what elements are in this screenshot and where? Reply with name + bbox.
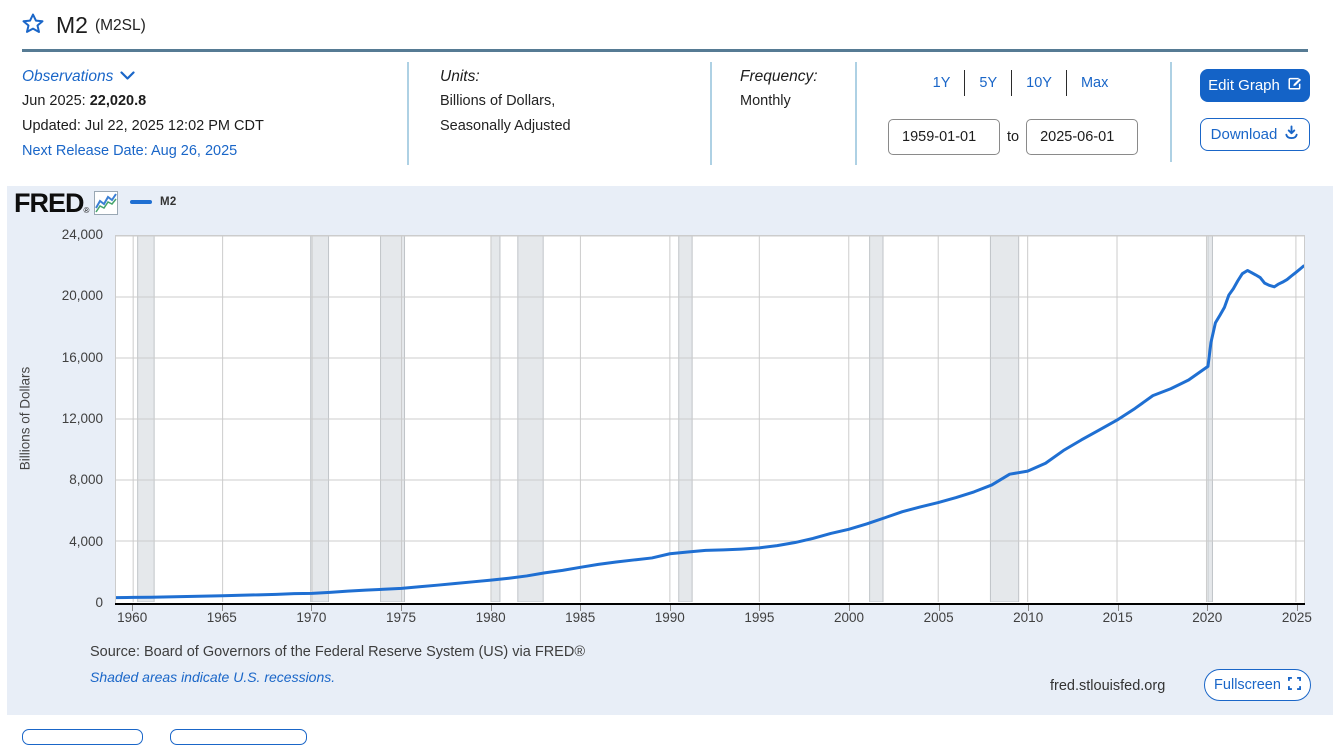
site-url: fred.stlouisfed.org <box>1050 678 1166 694</box>
x-tick-mark <box>759 605 761 611</box>
x-tick-label: 1970 <box>296 610 327 625</box>
y-tick-label: 16,000 <box>61 349 103 365</box>
y-tick-label: 24,000 <box>61 227 103 242</box>
x-tick-mark <box>938 605 940 611</box>
legend-line-swatch <box>130 200 152 204</box>
x-tick-label: 1985 <box>565 610 596 625</box>
x-tick-mark <box>401 605 402 611</box>
end-date-input[interactable] <box>1026 119 1139 155</box>
x-tick-mark <box>1117 605 1119 611</box>
range-selector: 1Y 5Y 10Y Max <box>898 70 1143 96</box>
download-label: Download <box>1210 126 1278 143</box>
y-tick-label: 8,000 <box>69 472 103 488</box>
header-divider-1 <box>407 62 409 165</box>
star-icon <box>21 12 45 39</box>
x-tick-label: 2015 <box>1102 610 1133 625</box>
range-option-max[interactable]: Max <box>1080 75 1109 91</box>
bottom-cutoff-button-1[interactable] <box>22 729 143 745</box>
plot-area[interactable] <box>115 235 1305 603</box>
units-label: Units: <box>440 68 480 85</box>
fred-logo-registered-mark: ® <box>83 206 90 215</box>
x-tick-label: 2010 <box>1013 610 1044 625</box>
download-button[interactable]: Download <box>1200 118 1310 151</box>
observations-label: Observations <box>22 68 114 85</box>
x-tick-mark <box>1296 605 1298 611</box>
chart-legend: M2 <box>130 196 177 208</box>
range-option-10y[interactable]: 10Y <box>1026 75 1052 91</box>
x-tick-mark <box>132 605 134 611</box>
frequency-value: Monthly <box>740 93 791 109</box>
x-tick-mark <box>221 605 223 611</box>
range-option-1y[interactable]: 1Y <box>932 75 951 91</box>
range-separator <box>1065 70 1067 96</box>
recession-note-link[interactable]: Shaded areas indicate U.S. recessions. <box>90 669 336 685</box>
x-tick-mark <box>849 605 850 611</box>
x-tick-mark <box>311 605 313 611</box>
x-tick-label: 1990 <box>654 610 685 625</box>
x-tick-mark <box>490 605 492 611</box>
fred-chart-icon <box>94 191 119 215</box>
fred-logo[interactable]: FRED ® <box>14 188 119 218</box>
x-tick-label: 1960 <box>117 610 148 625</box>
frequency-column: Frequency: Monthly <box>740 64 818 114</box>
range-option-5y[interactable]: 5Y <box>979 75 998 91</box>
header-divider-3 <box>855 62 857 165</box>
chart-panel: FRED ® M2 Billions of Dollars 0 4,000 8,00… <box>7 186 1333 715</box>
m2-line-chart <box>116 236 1304 602</box>
start-date-input[interactable] <box>888 119 1000 155</box>
x-tick-label: 2025 <box>1281 610 1312 625</box>
latest-period: Jun 2025: <box>22 93 86 109</box>
y-tick-label: 12,000 <box>61 411 103 426</box>
x-tick-mark <box>669 605 671 611</box>
range-separator <box>964 70 966 96</box>
x-tick-label: 1975 <box>385 610 417 625</box>
header-divider-4 <box>1170 62 1172 162</box>
chevron-down-icon <box>120 64 135 89</box>
x-tick-label: 2020 <box>1192 610 1223 625</box>
x-tick-mark <box>580 605 582 611</box>
x-tick-label: 1980 <box>475 610 506 625</box>
series-header: M2 (M2SL) <box>20 12 146 39</box>
legend-series-label: M2 <box>160 196 177 208</box>
x-tick-label: 1995 <box>744 610 775 625</box>
fullscreen-label: Fullscreen <box>1214 677 1281 693</box>
range-separator <box>1011 70 1013 96</box>
source-attribution: Source: Board of Governors of the Federa… <box>90 644 586 660</box>
updated-timestamp: Updated: Jul 22, 2025 12:02 PM CDT <box>22 118 264 134</box>
fred-logo-text: FRED <box>14 188 84 218</box>
x-axis-line <box>115 603 1305 605</box>
x-tick-mark <box>1028 605 1030 611</box>
to-label: to <box>1007 129 1020 145</box>
page-title: M2 <box>56 12 88 38</box>
y-tick-label: 0 <box>95 595 103 610</box>
y-tick-label: 20,000 <box>61 288 103 304</box>
fullscreen-button[interactable]: Fullscreen <box>1204 669 1311 701</box>
units-column: Units: Billions of Dollars, Seasonally A… <box>440 64 571 139</box>
edit-graph-label: Edit Graph <box>1208 77 1280 94</box>
x-tick-mark <box>1207 605 1209 611</box>
title-divider <box>22 49 1308 52</box>
edit-graph-button[interactable]: Edit Graph <box>1200 69 1310 102</box>
latest-observation: Jun 2025: 22,020.8 <box>22 89 264 114</box>
fullscreen-icon <box>1287 676 1301 694</box>
bottom-cutoff-button-2[interactable] <box>170 729 307 745</box>
download-icon <box>1284 125 1299 144</box>
units-line2: Seasonally Adjusted <box>440 118 571 134</box>
x-tick-label: 2000 <box>833 610 865 625</box>
observations-column: Observations Jun 2025: 22,020.8 Updated:… <box>22 64 264 164</box>
x-tick-label: 1965 <box>206 610 237 625</box>
latest-value: 22,020.8 <box>89 93 147 109</box>
series-id: (M2SL) <box>94 16 146 34</box>
favorite-star-button[interactable] <box>20 13 46 39</box>
y-tick-label: 4,000 <box>69 533 103 549</box>
x-tick-label: 2005 <box>923 610 954 625</box>
frequency-label: Frequency: <box>740 68 818 85</box>
header-divider-2 <box>710 62 712 165</box>
date-range-inputs: to <box>888 119 1139 155</box>
units-line1: Billions of Dollars, <box>440 93 556 109</box>
next-release-link[interactable]: Next Release Date: Aug 26, 2025 <box>22 143 238 159</box>
edit-icon <box>1287 76 1302 95</box>
observations-dropdown[interactable]: Observations <box>22 64 264 89</box>
